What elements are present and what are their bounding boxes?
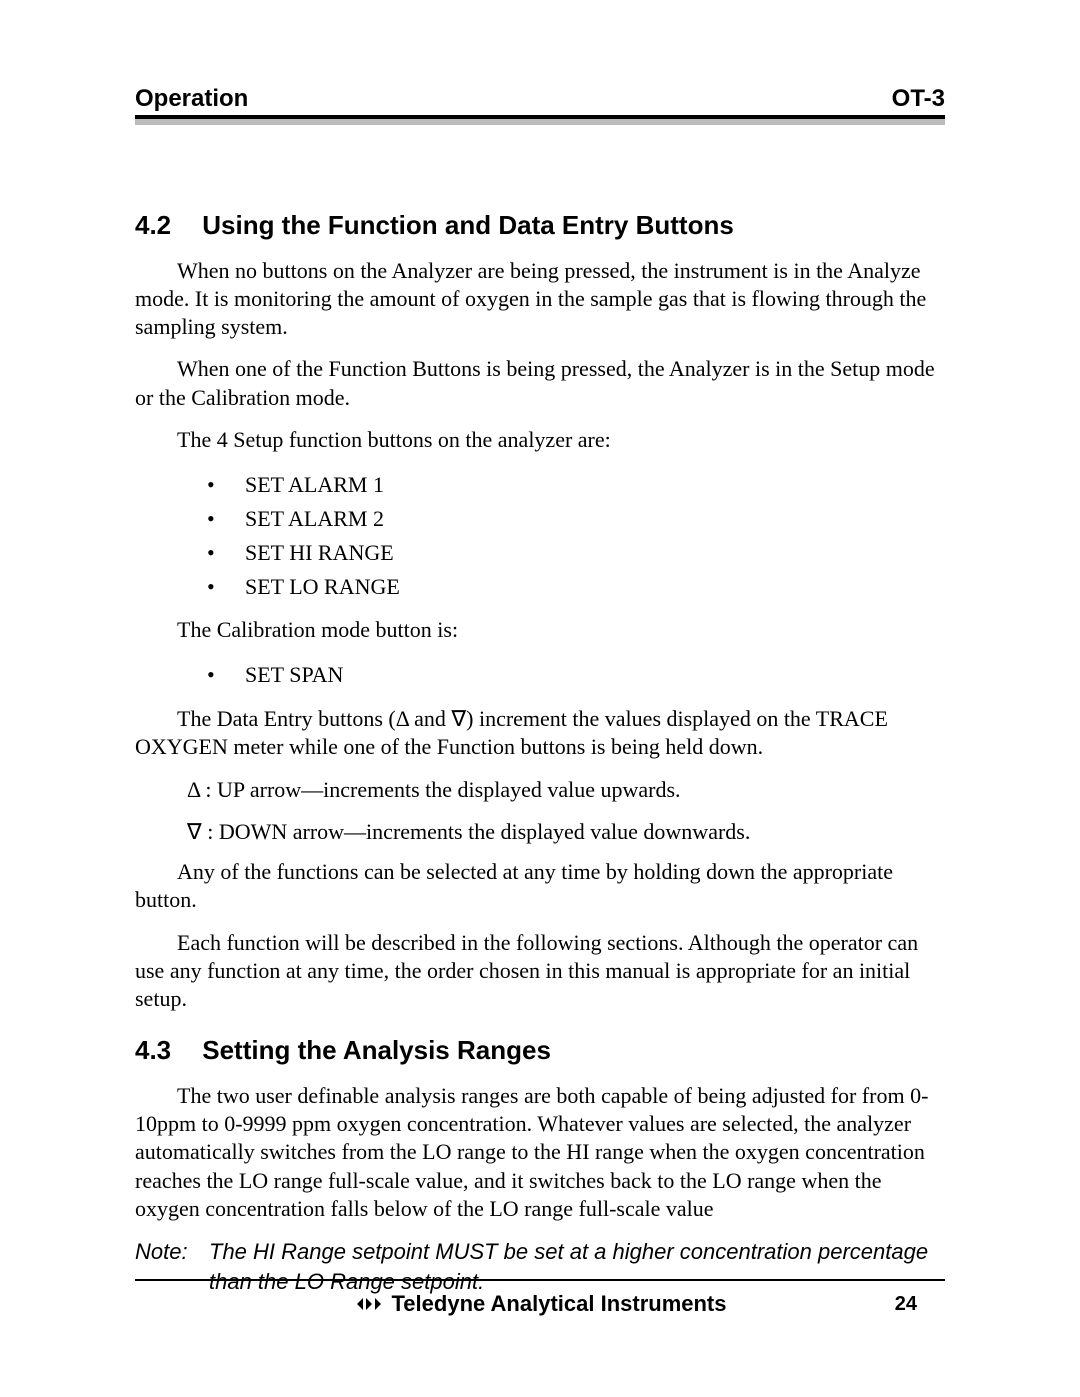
running-head-left: Operation xyxy=(135,85,248,113)
list-item: SET HI RANGE xyxy=(135,536,945,570)
running-head-block: Operation OT-3 xyxy=(135,85,945,125)
list-item: SET SPAN xyxy=(135,658,945,692)
footer-page-number: 24 xyxy=(895,1293,917,1316)
paragraph: Each function will be described in the f… xyxy=(135,929,945,1013)
footer-company: Teledyne Analytical Instruments xyxy=(392,1291,727,1317)
teledyne-logo-icon xyxy=(354,1294,384,1314)
section-title: Setting the Analysis Ranges xyxy=(202,1035,551,1065)
arrow-definition: ∇ : DOWN arrow—increments the displayed … xyxy=(135,817,945,847)
paragraph: The two user definable analysis ranges a… xyxy=(135,1082,945,1223)
section-title: Using the Function and Data Entry Button… xyxy=(202,210,734,240)
list-item: SET LO RANGE xyxy=(135,570,945,604)
running-head-right: OT-3 xyxy=(892,85,945,113)
calibration-buttons-list: SET SPAN xyxy=(135,658,945,692)
footer-rule xyxy=(135,1279,945,1281)
arrow-definition: Δ : UP arrow—increments the displayed va… xyxy=(135,775,945,805)
section-number: 4.2 xyxy=(135,210,195,241)
paragraph: The Calibration mode button is: xyxy=(135,616,945,644)
setup-buttons-list: SET ALARM 1 SET ALARM 2 SET HI RANGE SET… xyxy=(135,468,945,604)
paragraph: When one of the Function Buttons is bein… xyxy=(135,355,945,411)
section-number: 4.3 xyxy=(135,1035,195,1066)
section-heading: 4.3 Setting the Analysis Ranges xyxy=(135,1035,945,1066)
section-heading: 4.2 Using the Function and Data Entry Bu… xyxy=(135,210,945,241)
page-content: 4.2 Using the Function and Data Entry Bu… xyxy=(135,210,945,1296)
paragraph: The 4 Setup function buttons on the anal… xyxy=(135,426,945,454)
running-head: Operation OT-3 xyxy=(135,85,945,115)
document-page: Operation OT-3 4.2 Using the Function an… xyxy=(0,0,1080,1397)
paragraph: Any of the functions can be selected at … xyxy=(135,858,945,914)
footer-row: Teledyne Analytical Instruments 24 xyxy=(135,1291,945,1317)
page-footer: Teledyne Analytical Instruments 24 xyxy=(135,1279,945,1317)
list-item: SET ALARM 1 xyxy=(135,468,945,502)
list-item: SET ALARM 2 xyxy=(135,502,945,536)
paragraph: When no buttons on the Analyzer are bein… xyxy=(135,257,945,341)
paragraph: The Data Entry buttons (Δ and ∇) increme… xyxy=(135,705,945,761)
header-rule-grey xyxy=(135,119,945,125)
